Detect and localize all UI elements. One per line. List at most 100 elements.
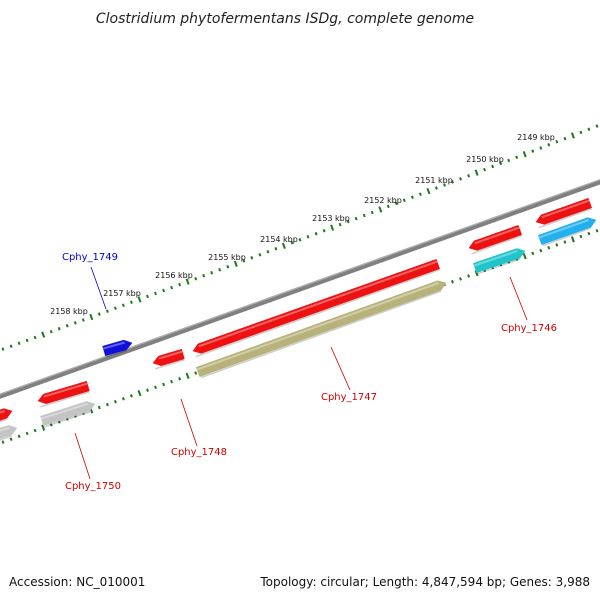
minor-tick <box>547 143 551 147</box>
major-tick <box>474 270 479 277</box>
minor-tick <box>33 335 37 340</box>
minor-tick <box>146 294 149 299</box>
minor-tick <box>57 326 61 331</box>
tick-label: 2152 kbp <box>364 196 402 205</box>
gene-cphy-1747[interactable] <box>192 258 441 358</box>
gene-label-cphy-1748: Cphy_1748 <box>171 447 227 458</box>
minor-tick <box>362 213 366 218</box>
minor-tick <box>539 146 543 150</box>
label-connector-line <box>330 346 351 391</box>
minor-tick <box>210 270 214 275</box>
minor-tick <box>467 174 471 178</box>
minor-tick <box>81 318 85 322</box>
major-tick <box>570 132 575 139</box>
tick-label: 2157 kbp <box>103 289 141 298</box>
gene-feature-cyan[interactable] <box>473 248 526 275</box>
tick-label: 2151 kbp <box>415 176 453 185</box>
minor-tick <box>154 291 157 296</box>
minor-tick <box>17 434 21 439</box>
label-connector-line <box>180 398 198 447</box>
minor-tick <box>250 256 254 260</box>
gene-cphy-1749[interactable] <box>102 339 133 358</box>
minor-tick <box>499 161 503 166</box>
gene-feature-red-a[interactable] <box>468 224 523 255</box>
major-tick <box>330 224 335 231</box>
minor-tick <box>402 198 406 203</box>
major-tick <box>281 242 286 249</box>
minor-tick <box>555 243 559 247</box>
major-tick <box>185 372 190 379</box>
gene-cphy-1748[interactable] <box>152 348 185 370</box>
minor-tick <box>146 388 149 392</box>
minor-tick <box>354 216 358 221</box>
minor-tick <box>97 405 101 410</box>
major-tick <box>185 278 190 285</box>
minor-tick <box>178 282 182 287</box>
tick-label: 2150 kbp <box>466 155 504 164</box>
gene-label-cphy-1747: Cphy_1747 <box>321 392 377 403</box>
minor-tick <box>154 385 157 390</box>
minor-tick <box>65 324 69 328</box>
minor-tick <box>105 309 109 313</box>
minor-tick <box>178 376 182 381</box>
tick-label: 2155 kbp <box>208 253 246 262</box>
minor-tick <box>346 219 350 224</box>
major-tick <box>137 389 142 397</box>
minor-tick <box>443 183 446 187</box>
gene-cphy-1746[interactable] <box>535 197 593 229</box>
major-tick <box>233 260 238 267</box>
gene-feature-red-b[interactable] <box>0 408 13 423</box>
tick-label: 2158 kbp <box>50 307 88 316</box>
minor-tick <box>121 303 125 308</box>
map-title: Clostridium phytofermentans ISDg, comple… <box>96 11 474 27</box>
minor-tick <box>129 394 133 398</box>
minor-tick <box>459 177 462 181</box>
minor-tick <box>113 306 117 310</box>
minor-tick <box>531 149 535 153</box>
minor-tick <box>105 402 109 407</box>
minor-tick <box>202 273 206 278</box>
minor-tick <box>170 285 174 290</box>
minor-tick <box>595 229 599 233</box>
gene-cphy-1750[interactable] <box>37 380 90 408</box>
minor-tick <box>25 338 29 343</box>
minor-tick <box>394 201 398 206</box>
major-tick <box>522 151 527 158</box>
gene-label-cphy-1746: Cphy_1746 <box>501 323 557 334</box>
minor-tick <box>410 195 414 200</box>
gene-features <box>0 197 597 441</box>
minor-tick <box>483 167 487 172</box>
minor-tick <box>242 259 246 263</box>
minor-tick <box>170 379 174 384</box>
minor-tick <box>587 231 591 236</box>
tick-label: 2156 kbp <box>155 271 193 280</box>
minor-tick <box>306 234 310 239</box>
minor-tick <box>49 329 53 334</box>
major-tick <box>474 169 479 176</box>
minor-tick <box>298 238 302 242</box>
minor-tick <box>386 204 390 209</box>
minor-tick <box>595 124 599 128</box>
minor-tick <box>162 382 166 387</box>
label-connector-line <box>74 432 91 480</box>
minor-tick <box>434 186 438 190</box>
minor-tick <box>370 210 374 215</box>
major-tick <box>137 296 142 303</box>
tick-label: 2149 kbp <box>517 133 555 142</box>
minor-tick <box>194 371 198 375</box>
minor-tick <box>491 164 495 169</box>
gene-feature-grey-a[interactable] <box>40 401 96 428</box>
genome-summary-text: Topology: circular; Length: 4,847,594 bp… <box>259 575 590 589</box>
gene-feature-light-blue[interactable] <box>537 217 597 247</box>
minor-tick <box>563 240 567 244</box>
minor-tick <box>539 248 543 253</box>
label-connector-line <box>509 276 528 321</box>
minor-tick <box>9 344 13 348</box>
minor-tick <box>451 279 454 284</box>
gene-feature-grey-b[interactable] <box>0 425 18 441</box>
minor-tick <box>338 222 342 227</box>
gene-feature-olive[interactable] <box>195 280 447 379</box>
tick-label: 2153 kbp <box>312 214 350 223</box>
minor-tick <box>451 180 454 184</box>
